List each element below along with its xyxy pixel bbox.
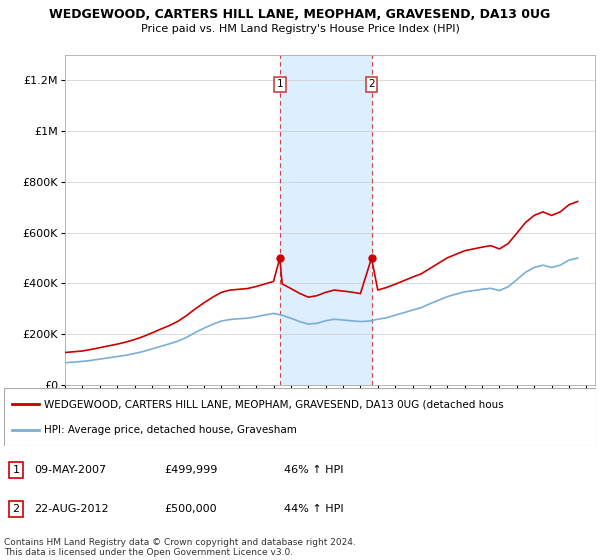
Text: £499,999: £499,999 bbox=[164, 465, 217, 475]
Text: WEDGEWOOD, CARTERS HILL LANE, MEOPHAM, GRAVESEND, DA13 0UG: WEDGEWOOD, CARTERS HILL LANE, MEOPHAM, G… bbox=[49, 8, 551, 21]
Text: Contains HM Land Registry data © Crown copyright and database right 2024.
This d: Contains HM Land Registry data © Crown c… bbox=[4, 538, 356, 557]
Text: 22-AUG-2012: 22-AUG-2012 bbox=[34, 504, 109, 514]
Text: WEDGEWOOD, CARTERS HILL LANE, MEOPHAM, GRAVESEND, DA13 0UG (detached hous: WEDGEWOOD, CARTERS HILL LANE, MEOPHAM, G… bbox=[44, 399, 504, 409]
Text: 1: 1 bbox=[277, 79, 283, 89]
Text: HPI: Average price, detached house, Gravesham: HPI: Average price, detached house, Grav… bbox=[44, 424, 297, 435]
Text: 46% ↑ HPI: 46% ↑ HPI bbox=[284, 465, 343, 475]
Text: 1: 1 bbox=[13, 465, 19, 475]
Text: 2: 2 bbox=[13, 504, 20, 514]
Text: Price paid vs. HM Land Registry's House Price Index (HPI): Price paid vs. HM Land Registry's House … bbox=[140, 24, 460, 34]
Text: 09-MAY-2007: 09-MAY-2007 bbox=[34, 465, 106, 475]
Text: 2: 2 bbox=[368, 79, 375, 89]
Text: £500,000: £500,000 bbox=[164, 504, 217, 514]
Bar bbox=[280, 55, 371, 385]
Text: 44% ↑ HPI: 44% ↑ HPI bbox=[284, 504, 344, 514]
